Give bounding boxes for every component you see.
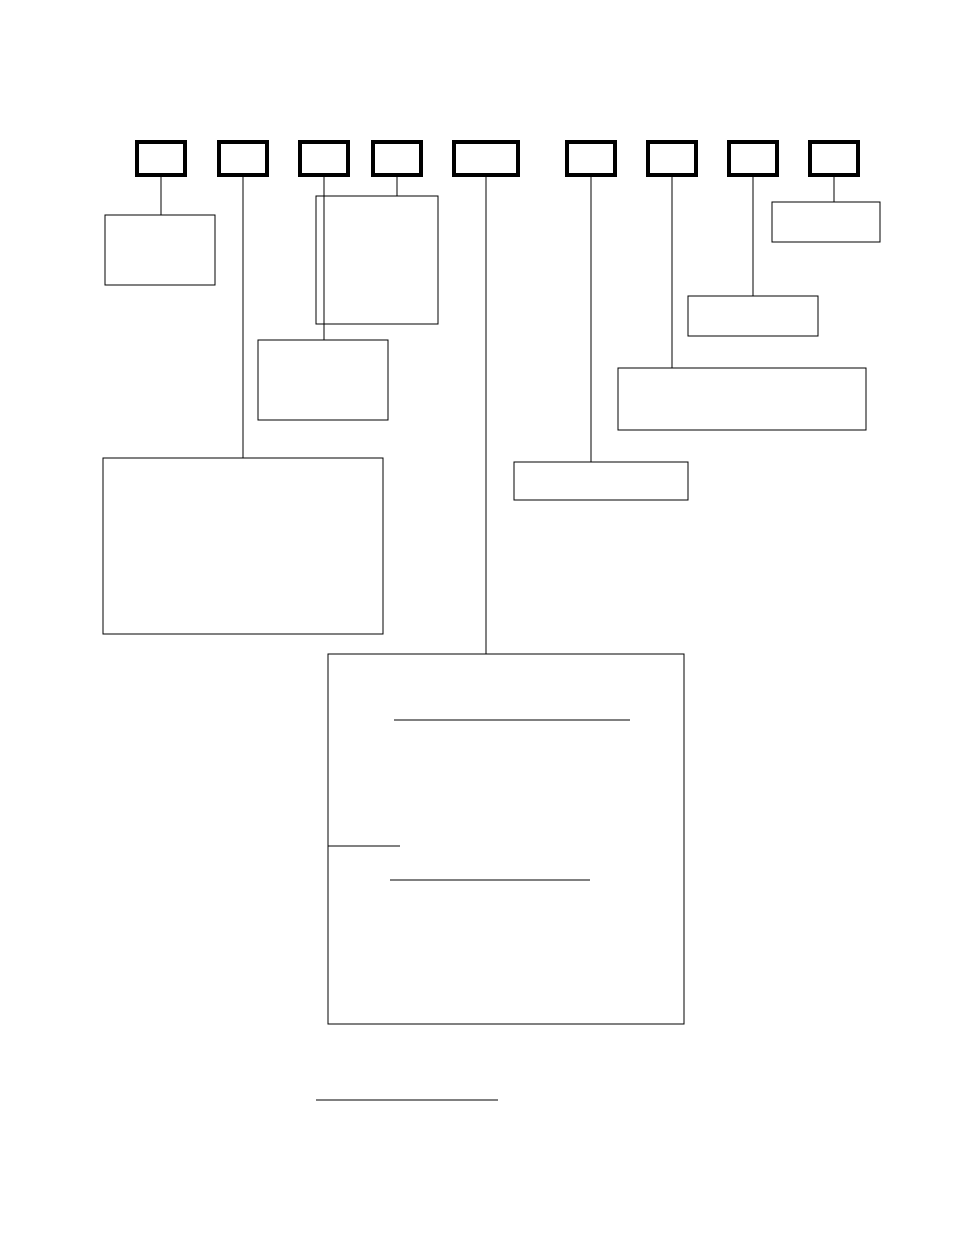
top-node-t2: [300, 142, 348, 175]
child-node-c3: [103, 458, 383, 634]
child-node-c8: [772, 202, 880, 242]
top-node-t6: [648, 142, 696, 175]
child-node-c6: [618, 368, 866, 430]
child-node-c2: [258, 340, 388, 420]
top-node-t7: [729, 142, 777, 175]
top-node-t3: [373, 142, 421, 175]
top-node-t4: [454, 142, 518, 175]
child-node-c5: [328, 654, 684, 1024]
top-node-t8: [810, 142, 858, 175]
child-node-c1: [316, 196, 438, 324]
top-node-t1: [219, 142, 267, 175]
child-node-c4: [514, 462, 688, 500]
child-node-c0: [105, 215, 215, 285]
tree-diagram: [0, 0, 954, 1235]
top-node-t0: [137, 142, 185, 175]
child-node-c7: [688, 296, 818, 336]
top-node-t5: [567, 142, 615, 175]
